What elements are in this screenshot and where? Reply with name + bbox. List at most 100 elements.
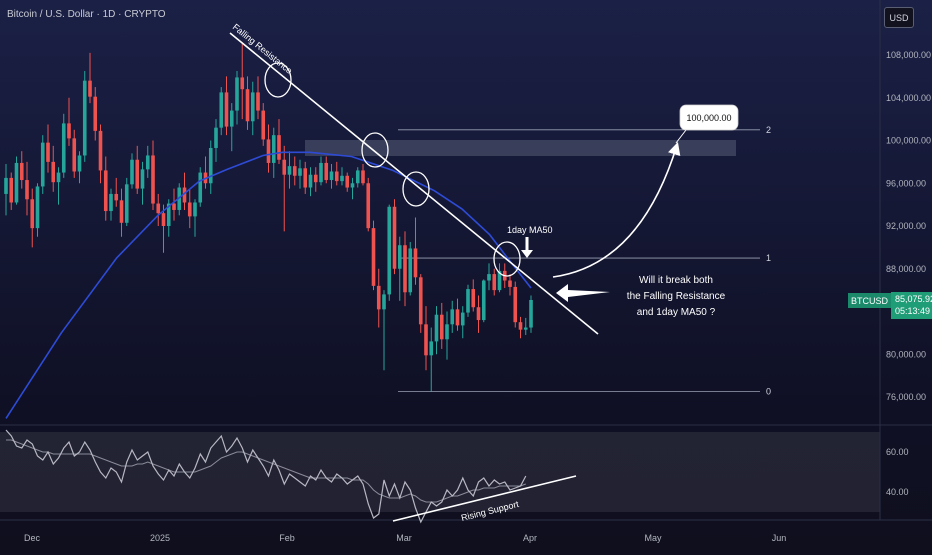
candle-body <box>324 162 329 181</box>
candle-body <box>109 193 113 212</box>
candle-body <box>292 166 297 176</box>
touch-circle <box>493 241 521 277</box>
candle-body <box>229 110 234 127</box>
candle-body <box>4 177 8 194</box>
candle-body <box>487 274 491 281</box>
candle-body <box>93 96 98 131</box>
candle-body <box>130 159 134 185</box>
price-tick-label: 108,000.00 <box>886 50 931 60</box>
candle-body <box>403 245 407 293</box>
candle-body <box>114 193 119 201</box>
price-tag-symbol: BTCUSD <box>848 293 892 308</box>
price-tick-label: 92,000.00 <box>886 221 926 231</box>
candle-body <box>282 159 287 175</box>
projection-arrow <box>552 141 681 278</box>
candle-body <box>172 203 176 210</box>
candle-body <box>481 280 486 321</box>
oscillator-series-line <box>5 429 527 524</box>
oscillator-axis: 60.00 40.00 <box>886 447 909 497</box>
candles <box>4 42 533 392</box>
candle-body <box>408 248 413 293</box>
candle-body <box>77 155 82 172</box>
candle-body <box>439 314 444 340</box>
candle-body <box>376 285 381 310</box>
candle-body <box>98 130 103 171</box>
candle-body <box>198 172 203 203</box>
candle-body <box>224 92 229 127</box>
candle-body <box>51 161 56 183</box>
candle-body <box>518 322 523 330</box>
candle-body <box>508 280 512 287</box>
candle-body <box>361 170 365 184</box>
oscillator-tick-label: 40.00 <box>886 487 909 497</box>
price-tag-price: 85,075.92 <box>895 294 932 304</box>
candle-body <box>235 77 239 111</box>
candle-body <box>424 324 428 356</box>
candle-body <box>497 270 502 291</box>
candle-body <box>30 199 35 229</box>
resistance-zone <box>305 140 736 156</box>
candle-body <box>61 123 66 173</box>
candle-body <box>145 155 150 170</box>
question-line-3: and 1day MA50 ? <box>637 307 716 318</box>
candle-body <box>208 147 213 184</box>
touch-circle <box>264 62 292 98</box>
candle-body <box>471 289 476 308</box>
time-tick-label: Mar <box>396 533 412 543</box>
oscillator-tick-label: 60.00 <box>886 447 909 457</box>
candle-body <box>523 327 528 330</box>
candle-body <box>219 92 224 128</box>
chart-title: Bitcoin / U.S. Dollar · 1D · CRYPTO <box>7 9 166 20</box>
candle-body <box>329 171 334 181</box>
price-tick-label: 104,000.00 <box>886 93 931 103</box>
ma50-line <box>5 151 532 419</box>
touch-circle <box>402 171 430 207</box>
candle-body <box>492 274 497 291</box>
currency-button[interactable]: USD <box>884 7 914 28</box>
candle-body <box>56 172 61 183</box>
fib-level-label: 1 <box>766 253 771 263</box>
time-axis: Dec 2025 Feb Mar Apr May Jun <box>24 533 786 543</box>
candle-body <box>135 159 140 189</box>
ma50-arrow-head <box>521 250 533 258</box>
time-tick-label: Apr <box>523 533 537 543</box>
time-tick-label: Feb <box>279 533 295 543</box>
candle-body <box>340 175 344 182</box>
candle-body <box>156 203 161 214</box>
target-label: 100,000.00 <box>686 113 731 123</box>
touch-circle <box>361 132 389 168</box>
candle-body <box>319 162 323 183</box>
candle-body <box>103 170 108 212</box>
time-tick-label: Jun <box>772 533 787 543</box>
target-callout <box>679 104 739 131</box>
candle-body <box>466 289 470 313</box>
price-tick-label: 80,000.00 <box>886 349 926 359</box>
question-line-1: Will it break both <box>639 275 713 286</box>
candle-body <box>151 155 155 204</box>
candle-body <box>25 180 29 200</box>
candle-body <box>455 309 460 326</box>
candle-body <box>529 300 533 328</box>
rising-support-line <box>392 475 577 522</box>
candle-body <box>256 92 260 111</box>
candle-body <box>397 245 402 269</box>
candle-body <box>19 162 24 181</box>
candle-body <box>40 142 45 187</box>
candle-body <box>46 142 50 162</box>
candle-body <box>429 341 434 356</box>
candle-body <box>187 202 192 217</box>
time-tick-label: Dec <box>24 533 41 543</box>
question-pointer <box>556 284 610 302</box>
candle-body <box>392 206 397 269</box>
price-axis: 108,000.00 104,000.00 100,000.00 96,000.00 9… <box>886 50 931 402</box>
price-tick-label: 100,000.00 <box>886 136 931 146</box>
candle-body <box>450 309 455 325</box>
candle-body <box>313 174 318 183</box>
candle-body <box>9 177 14 203</box>
time-tick-label: 2025 <box>150 533 170 543</box>
candle-body <box>387 206 392 295</box>
candle-body <box>366 183 371 229</box>
fib-level-label: 2 <box>766 125 771 135</box>
candle-body <box>345 175 350 188</box>
